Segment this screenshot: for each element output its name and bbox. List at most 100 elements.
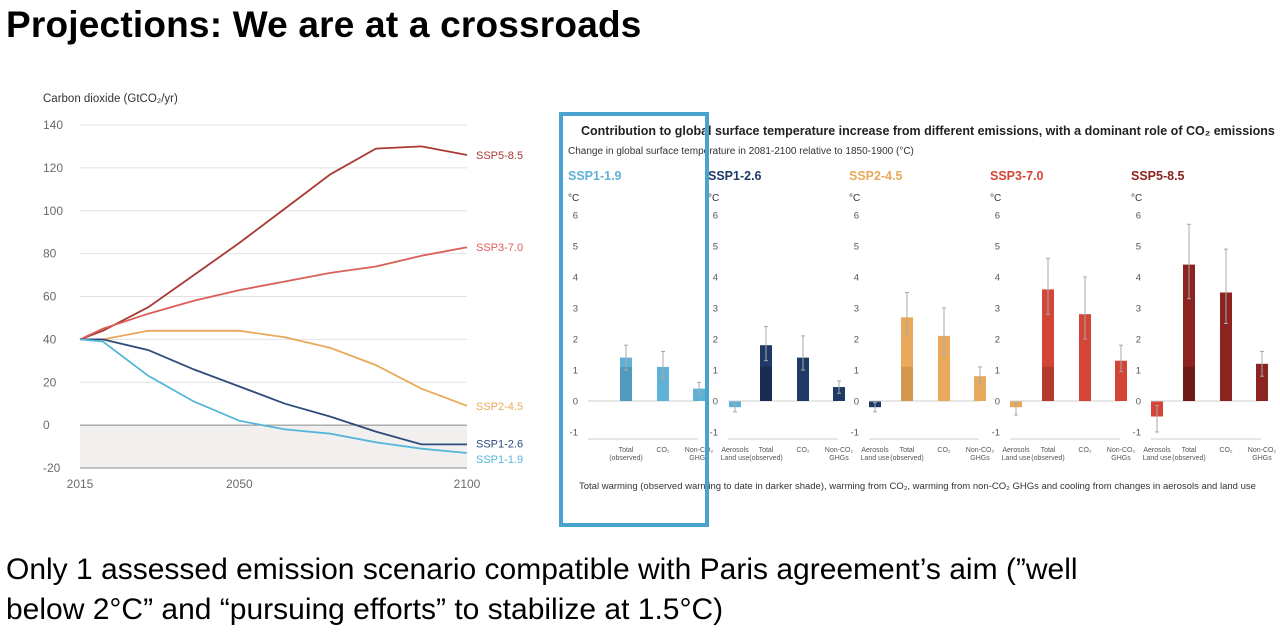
error-bar <box>1187 223 1191 300</box>
y-tick-label: 20 <box>43 375 57 389</box>
category-label: CO₂ <box>1219 447 1233 454</box>
y-tick-label: 2 <box>995 335 1000 346</box>
bar-co <box>1079 314 1091 401</box>
y-axis-label: Carbon dioxide (GtCO₂/yr) <box>43 93 178 105</box>
y-tick-label: 2 <box>1136 335 1141 346</box>
y-tick-label: 6 <box>573 211 578 222</box>
error-bar <box>1119 344 1123 373</box>
category-label: (observed) <box>609 455 642 462</box>
panel-ssp2-4-5: SSP2-4.5 °C -1 0 1 2 3 4 5 6 Total(observed) CO₂ Non… <box>849 169 1031 462</box>
bar-observed-shade <box>901 366 913 401</box>
y-tick-label: 6 <box>713 211 718 222</box>
error-bar <box>801 335 805 371</box>
category-label: CO₂ <box>796 447 810 454</box>
series-line-ssp1-2-6 <box>80 338 467 446</box>
y-tick-label: 4 <box>995 273 1000 284</box>
bar-total-observed <box>901 317 913 401</box>
error-bar <box>624 344 628 371</box>
error-bar <box>873 402 877 413</box>
error-bar <box>978 366 982 385</box>
category-label: Non-CO₂ <box>825 447 854 454</box>
category-label: Total <box>759 447 774 454</box>
error-bar <box>733 403 737 413</box>
y-tick-label: 5 <box>573 242 578 253</box>
category-label: CO₂ <box>937 447 951 454</box>
category-label: Land use <box>1143 455 1172 462</box>
panel-ylabel: °C <box>1131 193 1142 204</box>
y-tick-label: -20 <box>43 461 61 475</box>
bar-total-observed <box>620 357 632 401</box>
category-label: Non-CO₂ <box>685 447 714 454</box>
error-bar <box>1260 350 1264 377</box>
panel-title-ssp1-1-9: SSP1-1.9 <box>568 169 622 183</box>
y-tick-label: 6 <box>854 211 859 222</box>
error-bar <box>1224 248 1228 324</box>
bar-non-co-ghgs <box>974 376 986 401</box>
x-tick-label: 2100 <box>454 477 481 491</box>
y-tick-label: 2 <box>713 335 718 346</box>
bar-non-co-ghgs <box>1115 360 1127 401</box>
temperature-contribution-panel: Contribution to global surface temperatu… <box>555 108 1280 528</box>
y-tick-label: 80 <box>43 247 57 261</box>
y-tick-label: 0 <box>573 397 578 408</box>
error-bar <box>661 350 665 380</box>
y-tick-label: 4 <box>573 273 578 284</box>
y-tick-label: 5 <box>713 242 718 253</box>
bar-non-co-ghgs <box>833 387 845 401</box>
panel-title-ssp2-4-5: SSP2-4.5 <box>849 169 903 183</box>
y-tick-label: 0 <box>713 397 718 408</box>
y-tick-label: 120 <box>43 161 63 175</box>
panel-ssp5-8-5: SSP5-8.5 °C -1 0 1 2 3 4 5 6 Total(observed) CO₂ Non… <box>1131 169 1276 462</box>
series-label-ssp5-8-5: SSP5-8.5 <box>476 150 523 162</box>
error-bar <box>1046 257 1050 315</box>
y-tick-label: 100 <box>43 204 63 218</box>
series-line-ssp3-7-0 <box>79 246 468 341</box>
category-label: (observed) <box>749 455 782 462</box>
series-label-ssp1-1-9: SSP1-1.9 <box>476 454 523 466</box>
y-tick-label: 5 <box>1136 242 1141 253</box>
x-tick-label: 2015 <box>67 477 94 491</box>
y-tick-label: 60 <box>43 290 57 304</box>
y-tick-label: 6 <box>995 211 1000 222</box>
error-bar <box>905 292 909 337</box>
category-label: GHGs <box>1111 455 1131 462</box>
y-tick-label: -1 <box>851 428 859 439</box>
y-tick-label: 140 <box>43 118 63 132</box>
category-label: CO₂ <box>656 447 670 454</box>
panel-title-ssp5-8-5: SSP5-8.5 <box>1131 169 1185 183</box>
bar-observed-shade <box>620 366 632 401</box>
panel-title-ssp3-7-0: SSP3-7.0 <box>990 169 1044 183</box>
category-label: Total <box>900 447 915 454</box>
series-label-ssp3-7-0: SSP3-7.0 <box>476 242 523 254</box>
y-tick-label: -1 <box>992 428 1000 439</box>
category-label: Land use <box>861 455 890 462</box>
body-line-1: Only 1 assessed emission scenario compat… <box>6 553 1078 586</box>
category-label: Aerosols <box>1002 447 1030 454</box>
bar-non-co-ghgs <box>693 388 705 401</box>
y-tick-label: 1 <box>713 366 718 377</box>
panel-title-ssp1-2-6: SSP1-2.6 <box>708 169 762 183</box>
error-bar <box>1014 402 1018 416</box>
y-tick-label: 1 <box>573 366 578 377</box>
category-label: GHGs <box>1252 455 1272 462</box>
y-tick-label: 3 <box>854 304 859 315</box>
y-tick-label: 3 <box>995 304 1000 315</box>
emissions-line-chart: -20 0 20 40 60 80 100 120 140 2015 2050 2100 Carbon … <box>43 93 523 491</box>
bar-co <box>938 335 950 401</box>
bar-co <box>1220 292 1232 401</box>
y-tick-label: 3 <box>1136 304 1141 315</box>
y-tick-label: 0 <box>995 397 1000 408</box>
panel-ylabel: °C <box>849 193 860 204</box>
category-label: Total <box>1182 447 1197 454</box>
category-label: Aerosols <box>861 447 889 454</box>
y-tick-label: 2 <box>854 335 859 346</box>
error-bar <box>1083 276 1087 340</box>
series-line-ssp5-8-5 <box>79 145 468 341</box>
temperature-bar-charts: Contribution to global surface temperatu… <box>568 124 1276 492</box>
error-bar <box>697 381 701 394</box>
series-line-ssp2-4-5 <box>80 329 468 407</box>
slide-title: Projections: We are at a crossroads <box>6 4 642 45</box>
y-tick-label: 0 <box>1136 397 1141 408</box>
y-tick-label: 0 <box>43 418 50 432</box>
error-bar <box>837 380 841 394</box>
